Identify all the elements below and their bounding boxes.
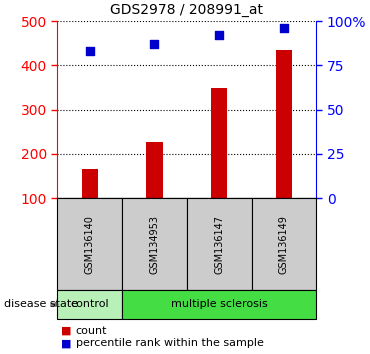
Bar: [147, 142, 162, 198]
Title: GDS2978 / 208991_at: GDS2978 / 208991_at: [110, 4, 263, 17]
Bar: [276, 50, 292, 198]
Text: GSM136140: GSM136140: [85, 215, 95, 274]
Text: GSM136147: GSM136147: [214, 215, 224, 274]
Point: [87, 48, 92, 54]
Text: GSM136149: GSM136149: [279, 215, 289, 274]
Bar: [82, 170, 98, 198]
Point: [281, 25, 287, 31]
Text: control: control: [70, 299, 109, 309]
Point: [151, 41, 157, 47]
Text: count: count: [76, 326, 107, 336]
Bar: [211, 88, 227, 198]
Text: ■: ■: [61, 326, 71, 336]
Text: GSM134953: GSM134953: [149, 215, 159, 274]
Text: ■: ■: [61, 338, 71, 348]
Text: disease state: disease state: [4, 299, 78, 309]
Text: percentile rank within the sample: percentile rank within the sample: [76, 338, 264, 348]
Text: multiple sclerosis: multiple sclerosis: [171, 299, 268, 309]
Point: [216, 33, 222, 38]
